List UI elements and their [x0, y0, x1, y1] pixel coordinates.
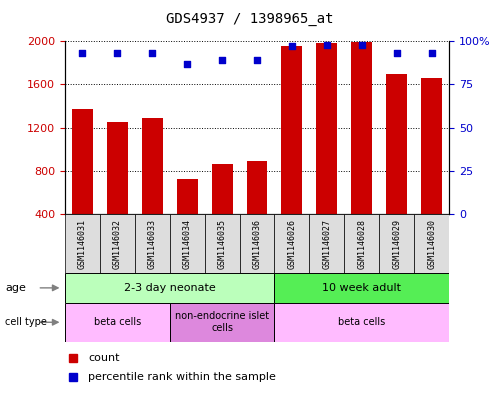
Text: non-endocrine islet
cells: non-endocrine islet cells	[175, 312, 269, 333]
Text: percentile rank within the sample: percentile rank within the sample	[88, 372, 276, 382]
Bar	[107, 122, 128, 214]
Point	[358, 42, 366, 48]
Text: cell type: cell type	[5, 317, 47, 327]
Text: GSM1146036: GSM1146036	[252, 219, 261, 269]
Bar	[170, 303, 274, 342]
Text: GSM1146030: GSM1146030	[427, 219, 436, 269]
Bar	[386, 73, 407, 214]
Bar	[72, 109, 93, 214]
Point	[148, 50, 156, 57]
Point	[218, 57, 226, 63]
Bar	[247, 161, 267, 214]
Bar	[309, 214, 344, 273]
Text: beta cells: beta cells	[338, 317, 385, 327]
Text: GSM1146027: GSM1146027	[322, 219, 331, 269]
Point	[253, 57, 261, 63]
Point	[288, 43, 296, 50]
Text: GSM1146032: GSM1146032	[113, 219, 122, 269]
Text: age: age	[5, 283, 26, 293]
Text: GSM1146028: GSM1146028	[357, 219, 366, 269]
Bar	[351, 42, 372, 214]
Bar	[281, 46, 302, 214]
Point	[183, 61, 191, 67]
Text: GSM1146033: GSM1146033	[148, 219, 157, 269]
Bar	[142, 118, 163, 214]
Bar	[65, 273, 274, 303]
Text: 10 week adult: 10 week adult	[322, 283, 401, 293]
Text: 2-3 day neonate: 2-3 day neonate	[124, 283, 216, 293]
Bar	[274, 303, 449, 342]
Text: GSM1146034: GSM1146034	[183, 219, 192, 269]
Bar	[240, 214, 274, 273]
Text: GSM1146026: GSM1146026	[287, 219, 296, 269]
Text: GSM1146029: GSM1146029	[392, 219, 401, 269]
Bar	[379, 214, 414, 273]
Point	[113, 50, 121, 57]
Text: count: count	[88, 353, 119, 363]
Point	[428, 50, 436, 57]
Bar	[65, 303, 170, 342]
Text: beta cells: beta cells	[94, 317, 141, 327]
Text: GSM1146035: GSM1146035	[218, 219, 227, 269]
Bar	[414, 214, 449, 273]
Bar	[177, 178, 198, 214]
Text: GDS4937 / 1398965_at: GDS4937 / 1398965_at	[166, 12, 333, 26]
Point	[393, 50, 401, 57]
Bar	[65, 214, 100, 273]
Bar	[274, 214, 309, 273]
Point	[78, 50, 86, 57]
Bar	[205, 214, 240, 273]
Text: GSM1146031: GSM1146031	[78, 219, 87, 269]
Bar	[316, 43, 337, 214]
Bar	[135, 214, 170, 273]
Bar	[421, 78, 442, 214]
Bar	[170, 214, 205, 273]
Point	[323, 42, 331, 48]
Bar	[100, 214, 135, 273]
Bar	[274, 273, 449, 303]
Bar	[344, 214, 379, 273]
Bar	[212, 164, 233, 214]
